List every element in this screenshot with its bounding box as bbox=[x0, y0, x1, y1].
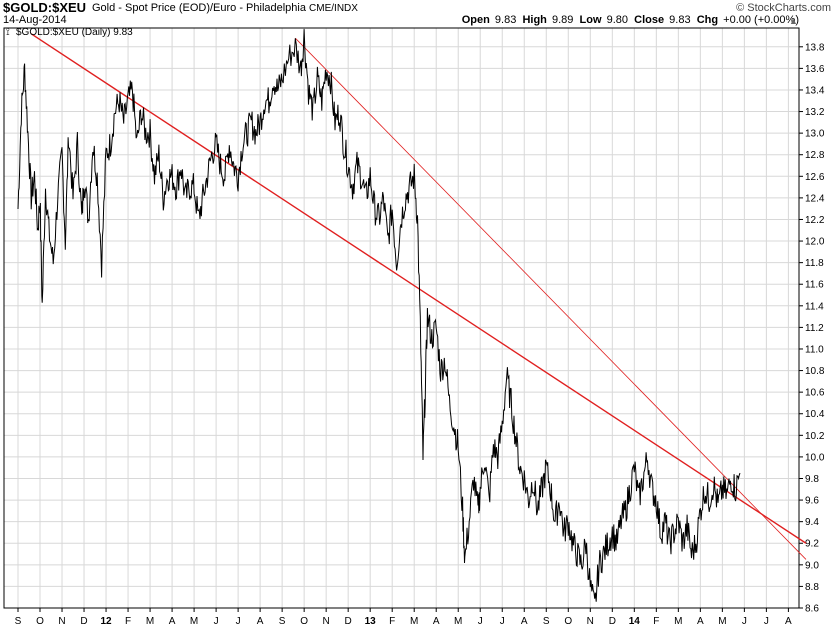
y-tick-label: 9.8 bbox=[805, 474, 819, 485]
x-tick-label: D bbox=[80, 616, 87, 627]
x-tick-label: 14 bbox=[629, 616, 641, 627]
x-tick-label: M bbox=[674, 616, 682, 627]
x-tick-label: A bbox=[169, 616, 176, 627]
y-tick-label: 12.8 bbox=[805, 150, 825, 161]
y-tick-label: 9.0 bbox=[805, 560, 819, 571]
low-label: Low bbox=[579, 14, 602, 26]
chart-legend: ⟟ $GOLD:$XEU (Daily) 9.83 bbox=[6, 27, 133, 38]
y-tick-label: 13.8 bbox=[805, 42, 825, 53]
chg-label: Chg bbox=[696, 14, 719, 26]
x-tick-label: J bbox=[500, 616, 505, 627]
x-tick-label: M bbox=[146, 616, 154, 627]
x-tick-label: J bbox=[478, 616, 483, 627]
y-tick-label: 9.4 bbox=[805, 517, 819, 528]
x-axis: S O N D 12 F M A M J J A S O N D 13 F M A M J J A S O N D 14 F M A M J J A bbox=[15, 608, 792, 627]
symbol-description: Gold - Spot Price (EOD)/Euro - Philadelp… bbox=[92, 2, 306, 14]
x-tick-label: N bbox=[323, 616, 330, 627]
exchange-label: CME/INDX bbox=[309, 3, 358, 14]
x-tick-label: J bbox=[236, 616, 241, 627]
chart-icon: ⟟ bbox=[6, 27, 10, 38]
y-tick-label: 13.6 bbox=[805, 64, 825, 75]
x-tick-label: O bbox=[300, 616, 308, 627]
copyright-text: © StockCharts.com bbox=[736, 2, 831, 14]
close-label: Close bbox=[634, 14, 665, 26]
plot-frame bbox=[3, 27, 800, 609]
x-tick-label: A bbox=[433, 616, 440, 627]
y-tick-label: 11.0 bbox=[805, 344, 824, 355]
x-tick-label: J bbox=[742, 616, 747, 627]
y-tick-label: 13.2 bbox=[805, 107, 825, 118]
high-value: 9.89 bbox=[551, 14, 574, 26]
chart-frame bbox=[3, 27, 800, 609]
y-axis: 8.6 8.8 9.0 9.2 9.4 9.6 9.8 10.0 10.2 10.4 10.6 10.… bbox=[799, 42, 825, 615]
chart-symbol: $GOLD:$XEU bbox=[3, 0, 87, 15]
x-tick-label: J bbox=[764, 616, 769, 627]
x-tick-label: M bbox=[190, 616, 198, 627]
y-tick-label: 8.6 bbox=[805, 604, 819, 615]
y-tick-label: 11.4 bbox=[805, 301, 824, 312]
x-tick-label: A bbox=[521, 616, 528, 627]
chart-date: 14-Aug-2014 bbox=[3, 14, 67, 26]
y-tick-label: 12.4 bbox=[805, 193, 825, 204]
y-tick-label: 10.8 bbox=[805, 366, 825, 377]
y-tick-label: 11.6 bbox=[805, 280, 824, 291]
chart-description: Gold - Spot Price (EOD)/Euro - Philadelp… bbox=[92, 2, 358, 14]
x-tick-label: M bbox=[718, 616, 726, 627]
x-tick-label: O bbox=[36, 616, 44, 627]
y-tick-label: 8.8 bbox=[805, 582, 819, 593]
x-tick-label: M bbox=[454, 616, 462, 627]
y-tick-label: 9.6 bbox=[805, 496, 819, 507]
y-tick-label: 12.2 bbox=[805, 215, 825, 226]
close-value: 9.83 bbox=[669, 14, 691, 26]
x-tick-label: A bbox=[697, 616, 704, 627]
triangle-up-icon[interactable]: ▲ bbox=[789, 16, 798, 26]
y-tick-label: 13.4 bbox=[805, 85, 825, 96]
y-tick-label: 9.2 bbox=[805, 539, 819, 550]
low-value: 9.80 bbox=[606, 14, 628, 26]
y-tick-label: 12.6 bbox=[805, 172, 825, 183]
x-tick-label: F bbox=[125, 616, 131, 627]
x-tick-label: F bbox=[389, 616, 395, 627]
open-label: Open bbox=[461, 14, 490, 26]
y-tick-label: 10.0 bbox=[805, 452, 825, 463]
y-tick-label: 13.0 bbox=[805, 129, 825, 140]
x-tick-label: A bbox=[785, 616, 792, 627]
x-tick-label: N bbox=[587, 616, 594, 627]
y-tick-label: 12.0 bbox=[805, 237, 825, 248]
x-tick-label: M bbox=[410, 616, 418, 627]
open-value: 9.83 bbox=[494, 14, 517, 26]
y-tick-label: 10.2 bbox=[805, 431, 825, 442]
x-tick-label: S bbox=[279, 616, 286, 627]
x-tick-label: S bbox=[15, 616, 22, 627]
trendline bbox=[295, 37, 807, 560]
x-tick-label: F bbox=[653, 616, 659, 627]
x-tick-label: D bbox=[609, 616, 616, 627]
x-tick-label: D bbox=[345, 616, 352, 627]
legend-label: $GOLD:$XEU (Daily) 9.83 bbox=[16, 27, 133, 38]
y-tick-label: 10.6 bbox=[805, 388, 825, 399]
y-tick-label: 10.4 bbox=[805, 409, 825, 420]
x-tick-label: 13 bbox=[365, 616, 377, 627]
price-line bbox=[17, 29, 741, 602]
price-series bbox=[17, 29, 741, 602]
x-tick-label: S bbox=[543, 616, 550, 627]
x-tick-label: A bbox=[257, 616, 264, 627]
x-tick-label: O bbox=[564, 616, 572, 627]
quote-summary: Open 9.83 High 9.89 Low 9.80 Close 9.83 … bbox=[462, 14, 799, 26]
x-tick-label: 12 bbox=[100, 616, 112, 627]
x-tick-label: N bbox=[58, 616, 65, 627]
y-tick-label: 11.2 bbox=[805, 323, 824, 334]
trendline bbox=[30, 33, 807, 544]
y-tick-label: 11.8 bbox=[805, 258, 824, 269]
trendlines bbox=[30, 33, 807, 560]
x-tick-label: J bbox=[214, 616, 219, 627]
high-label: High bbox=[522, 14, 547, 26]
chg-value: +0.00 (+0.00%) bbox=[723, 14, 799, 26]
